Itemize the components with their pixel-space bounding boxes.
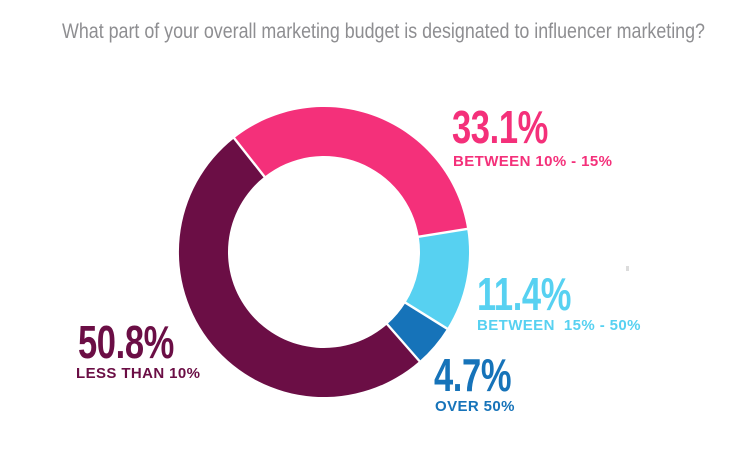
slice-separator xyxy=(385,322,422,364)
slice-separator xyxy=(417,227,469,239)
donut-slice-less-than-10 xyxy=(178,138,420,398)
slice-value-over-50: 4.7% xyxy=(434,349,512,401)
donut-chart xyxy=(178,107,469,398)
slice-separator xyxy=(403,300,450,331)
donut-slice-over-50 xyxy=(387,302,448,362)
chart-title: What part of your overall marketing budg… xyxy=(62,20,705,43)
slice-label-between-15-50: BETWEEN 15% - 50% xyxy=(477,317,641,334)
donut-slice-between-15-50 xyxy=(405,228,469,329)
slice-label-over-50: OVER 50% xyxy=(435,398,515,415)
slice-separator xyxy=(232,136,267,179)
speck-artifact xyxy=(626,266,629,271)
slice-value-between-10-15: 33.1% xyxy=(452,101,548,153)
donut-slice-between-10-15 xyxy=(234,107,468,237)
slice-label-less-than-10: LESS THAN 10% xyxy=(76,365,201,382)
slice-value-less-than-10: 50.8% xyxy=(78,316,174,368)
slice-label-between-10-15: BETWEEN 10% - 15% xyxy=(453,153,613,170)
slice-value-between-15-50: 11.4% xyxy=(477,268,572,320)
